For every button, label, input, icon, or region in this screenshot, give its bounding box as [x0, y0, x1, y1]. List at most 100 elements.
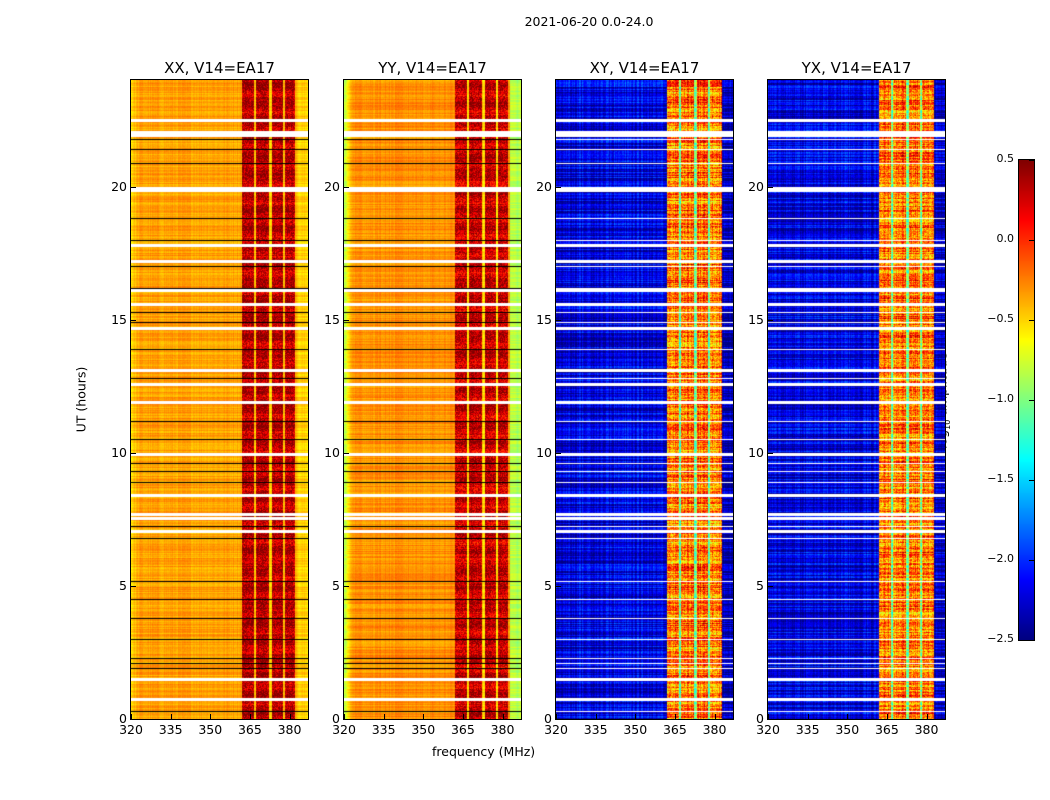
y-tick-mark — [344, 452, 349, 454]
colorbar-tick-label: −2.5 — [987, 632, 1014, 645]
x-tick-label: 365 — [874, 722, 899, 737]
y-tick-mark — [344, 719, 349, 720]
x-tick-mark — [502, 714, 504, 719]
x-tick-label: 350 — [198, 722, 223, 737]
x-tick-label: 380 — [490, 722, 515, 737]
x-tick-label: 320 — [332, 722, 356, 737]
y-tick-mark — [768, 452, 773, 454]
x-tick-mark — [635, 714, 637, 719]
x-tick-mark — [556, 714, 557, 719]
x-tick-mark — [926, 714, 928, 719]
colorbar-tick-label: −2.0 — [987, 552, 1014, 565]
colorbar-tick-mark — [1029, 240, 1034, 241]
x-tick-mark — [383, 714, 385, 719]
x-tick-label: 380 — [914, 722, 939, 737]
x-tick-mark — [462, 714, 464, 719]
y-tick-label: 5 — [544, 577, 552, 593]
colorbar-tick-label: −0.5 — [987, 312, 1014, 325]
x-tick-label: 320 — [756, 722, 780, 737]
y-tick-mark — [131, 585, 136, 587]
y-tick-label: 5 — [332, 577, 340, 593]
y-tick-mark — [768, 319, 773, 321]
panel-title-xy: XY, V14=EA17 — [589, 59, 700, 77]
x-tick-label: 320 — [119, 722, 143, 737]
y-tick-mark — [131, 319, 136, 321]
y-tick-label: 20 — [111, 178, 127, 194]
colorbar-tick-mark — [1029, 480, 1034, 481]
x-tick-mark — [344, 714, 345, 719]
colorbar-tick-mark — [1029, 160, 1034, 161]
colorbar-tick-mark — [1029, 640, 1034, 641]
x-tick-label: 335 — [795, 722, 820, 737]
x-tick-mark — [170, 714, 172, 719]
x-axis-label: frequency (MHz) — [432, 744, 536, 759]
y-tick-label: 15 — [111, 311, 127, 327]
y-tick-label: 5 — [756, 577, 764, 593]
x-tick-label: 365 — [450, 722, 475, 737]
y-tick-mark — [556, 319, 561, 321]
colorbar-tick-label: 0.5 — [996, 152, 1015, 165]
panel-title-yy: YY, V14=EA17 — [378, 59, 487, 77]
x-tick-mark — [768, 714, 769, 719]
heatmap-xx — [131, 80, 308, 719]
y-tick-label: 0 — [332, 711, 340, 726]
y-tick-mark — [768, 585, 773, 587]
y-tick-mark — [131, 186, 136, 188]
x-tick-label: 320 — [544, 722, 568, 737]
x-tick-label: 335 — [371, 722, 396, 737]
x-tick-mark — [674, 714, 676, 719]
x-tick-mark — [131, 714, 132, 719]
x-tick-mark — [807, 714, 809, 719]
y-tick-mark — [131, 452, 136, 454]
y-tick-label: 0 — [756, 711, 764, 726]
x-tick-label: 365 — [237, 722, 262, 737]
y-tick-label: 15 — [536, 311, 552, 327]
y-tick-mark — [556, 719, 561, 720]
x-tick-mark — [210, 714, 212, 719]
y-tick-mark — [344, 585, 349, 587]
colorbar-tick-label: −1.5 — [987, 472, 1014, 485]
y-tick-mark — [344, 186, 349, 188]
y-axis-label: UT (hours) — [73, 366, 89, 433]
panel-title-yx: YX, V14=EA17 — [801, 59, 912, 77]
x-tick-label: 380 — [702, 722, 727, 737]
heatmap-xy — [556, 80, 733, 719]
colorbar-tick-label: 0.0 — [996, 232, 1015, 245]
colorbar-tick-label: −1.0 — [987, 392, 1014, 405]
x-tick-label: 365 — [662, 722, 687, 737]
y-tick-label: 20 — [748, 178, 764, 194]
y-tick-label: 5 — [119, 577, 127, 593]
y-tick-label: 20 — [536, 178, 552, 194]
y-tick-label: 0 — [119, 711, 127, 726]
y-tick-mark — [556, 186, 561, 188]
y-tick-label: 10 — [111, 444, 127, 460]
x-tick-label: 350 — [835, 722, 860, 737]
y-tick-mark — [344, 319, 349, 321]
colorbar-tick-mark — [1029, 560, 1034, 561]
x-tick-mark — [423, 714, 425, 719]
y-tick-label: 10 — [536, 444, 552, 460]
colorbar-tick-mark — [1029, 320, 1034, 321]
x-tick-label: 380 — [277, 722, 302, 737]
y-tick-label: 15 — [748, 311, 764, 327]
y-tick-label: 15 — [324, 311, 340, 327]
x-tick-label: 335 — [583, 722, 608, 737]
y-tick-mark — [556, 452, 561, 454]
x-tick-label: 350 — [623, 722, 648, 737]
figure-title: 2021-06-20 0.0-24.0 — [524, 14, 654, 29]
panel-title-xx: XX, V14=EA17 — [164, 59, 275, 77]
colorbar — [1019, 160, 1034, 640]
y-tick-label: 0 — [544, 711, 552, 726]
y-tick-mark — [556, 585, 561, 587]
y-tick-label: 20 — [324, 178, 340, 194]
x-tick-mark — [714, 714, 716, 719]
y-tick-mark — [768, 719, 773, 720]
x-tick-label: 350 — [411, 722, 436, 737]
colorbar-tick-mark — [1029, 400, 1034, 401]
heatmap-yy — [344, 80, 521, 719]
y-tick-label: 10 — [324, 444, 340, 460]
heatmap-yx — [768, 80, 945, 719]
x-tick-mark — [847, 714, 849, 719]
y-tick-label: 10 — [748, 444, 764, 460]
